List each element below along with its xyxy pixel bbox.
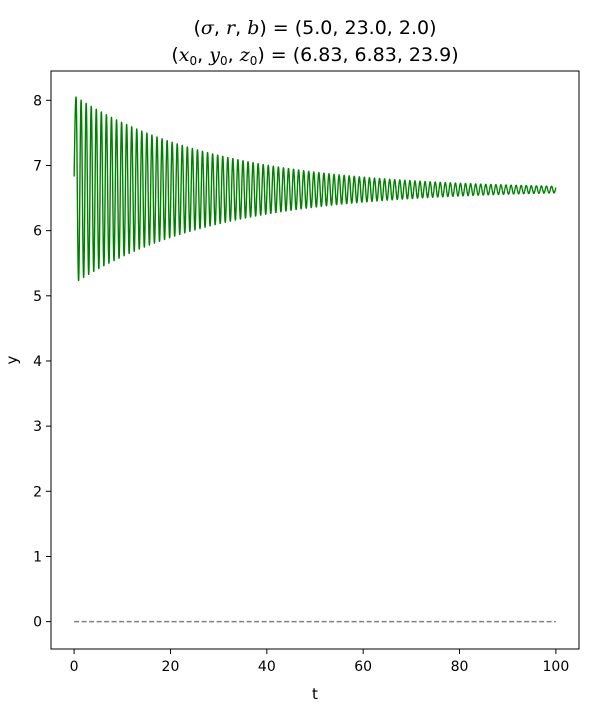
series-layer bbox=[73, 96, 557, 623]
x-tick-label: 0 bbox=[70, 659, 79, 675]
x-tick-label: 20 bbox=[162, 659, 180, 675]
x-axis-label: t bbox=[312, 685, 318, 703]
axes-frame bbox=[50, 70, 580, 650]
y-tick-label: 4 bbox=[33, 354, 42, 370]
x-tick-label: 40 bbox=[258, 659, 276, 675]
plot-area bbox=[51, 71, 579, 649]
y-series-line bbox=[73, 96, 557, 282]
chart-title-line-1: (σ, r, b) = (5.0, 23.0, 2.0) bbox=[194, 17, 437, 39]
y-tick-label: 7 bbox=[33, 158, 42, 174]
y-tick-label: 2 bbox=[33, 484, 42, 500]
chart-title-line-2: (x0, y0, z0) = (6.83, 6.83, 23.9) bbox=[171, 44, 458, 68]
y-tick-label: 1 bbox=[33, 549, 42, 565]
axes-layer: 0 20 40 60 80 100 0 1 2 3 4 5 6 7 8 bbox=[33, 70, 580, 675]
y-tick-label: 5 bbox=[33, 289, 42, 305]
plot-background bbox=[51, 71, 579, 649]
x-tick-label: 80 bbox=[451, 659, 469, 675]
y-axis-label: y bbox=[3, 355, 21, 364]
y-tick-label: 8 bbox=[33, 93, 42, 109]
x-tick-label: 100 bbox=[543, 659, 570, 675]
y-tick-label: 0 bbox=[33, 615, 42, 631]
x-tick-label: 60 bbox=[354, 659, 372, 675]
y-tick-label: 3 bbox=[33, 419, 42, 435]
y-tick-label: 6 bbox=[33, 224, 42, 240]
